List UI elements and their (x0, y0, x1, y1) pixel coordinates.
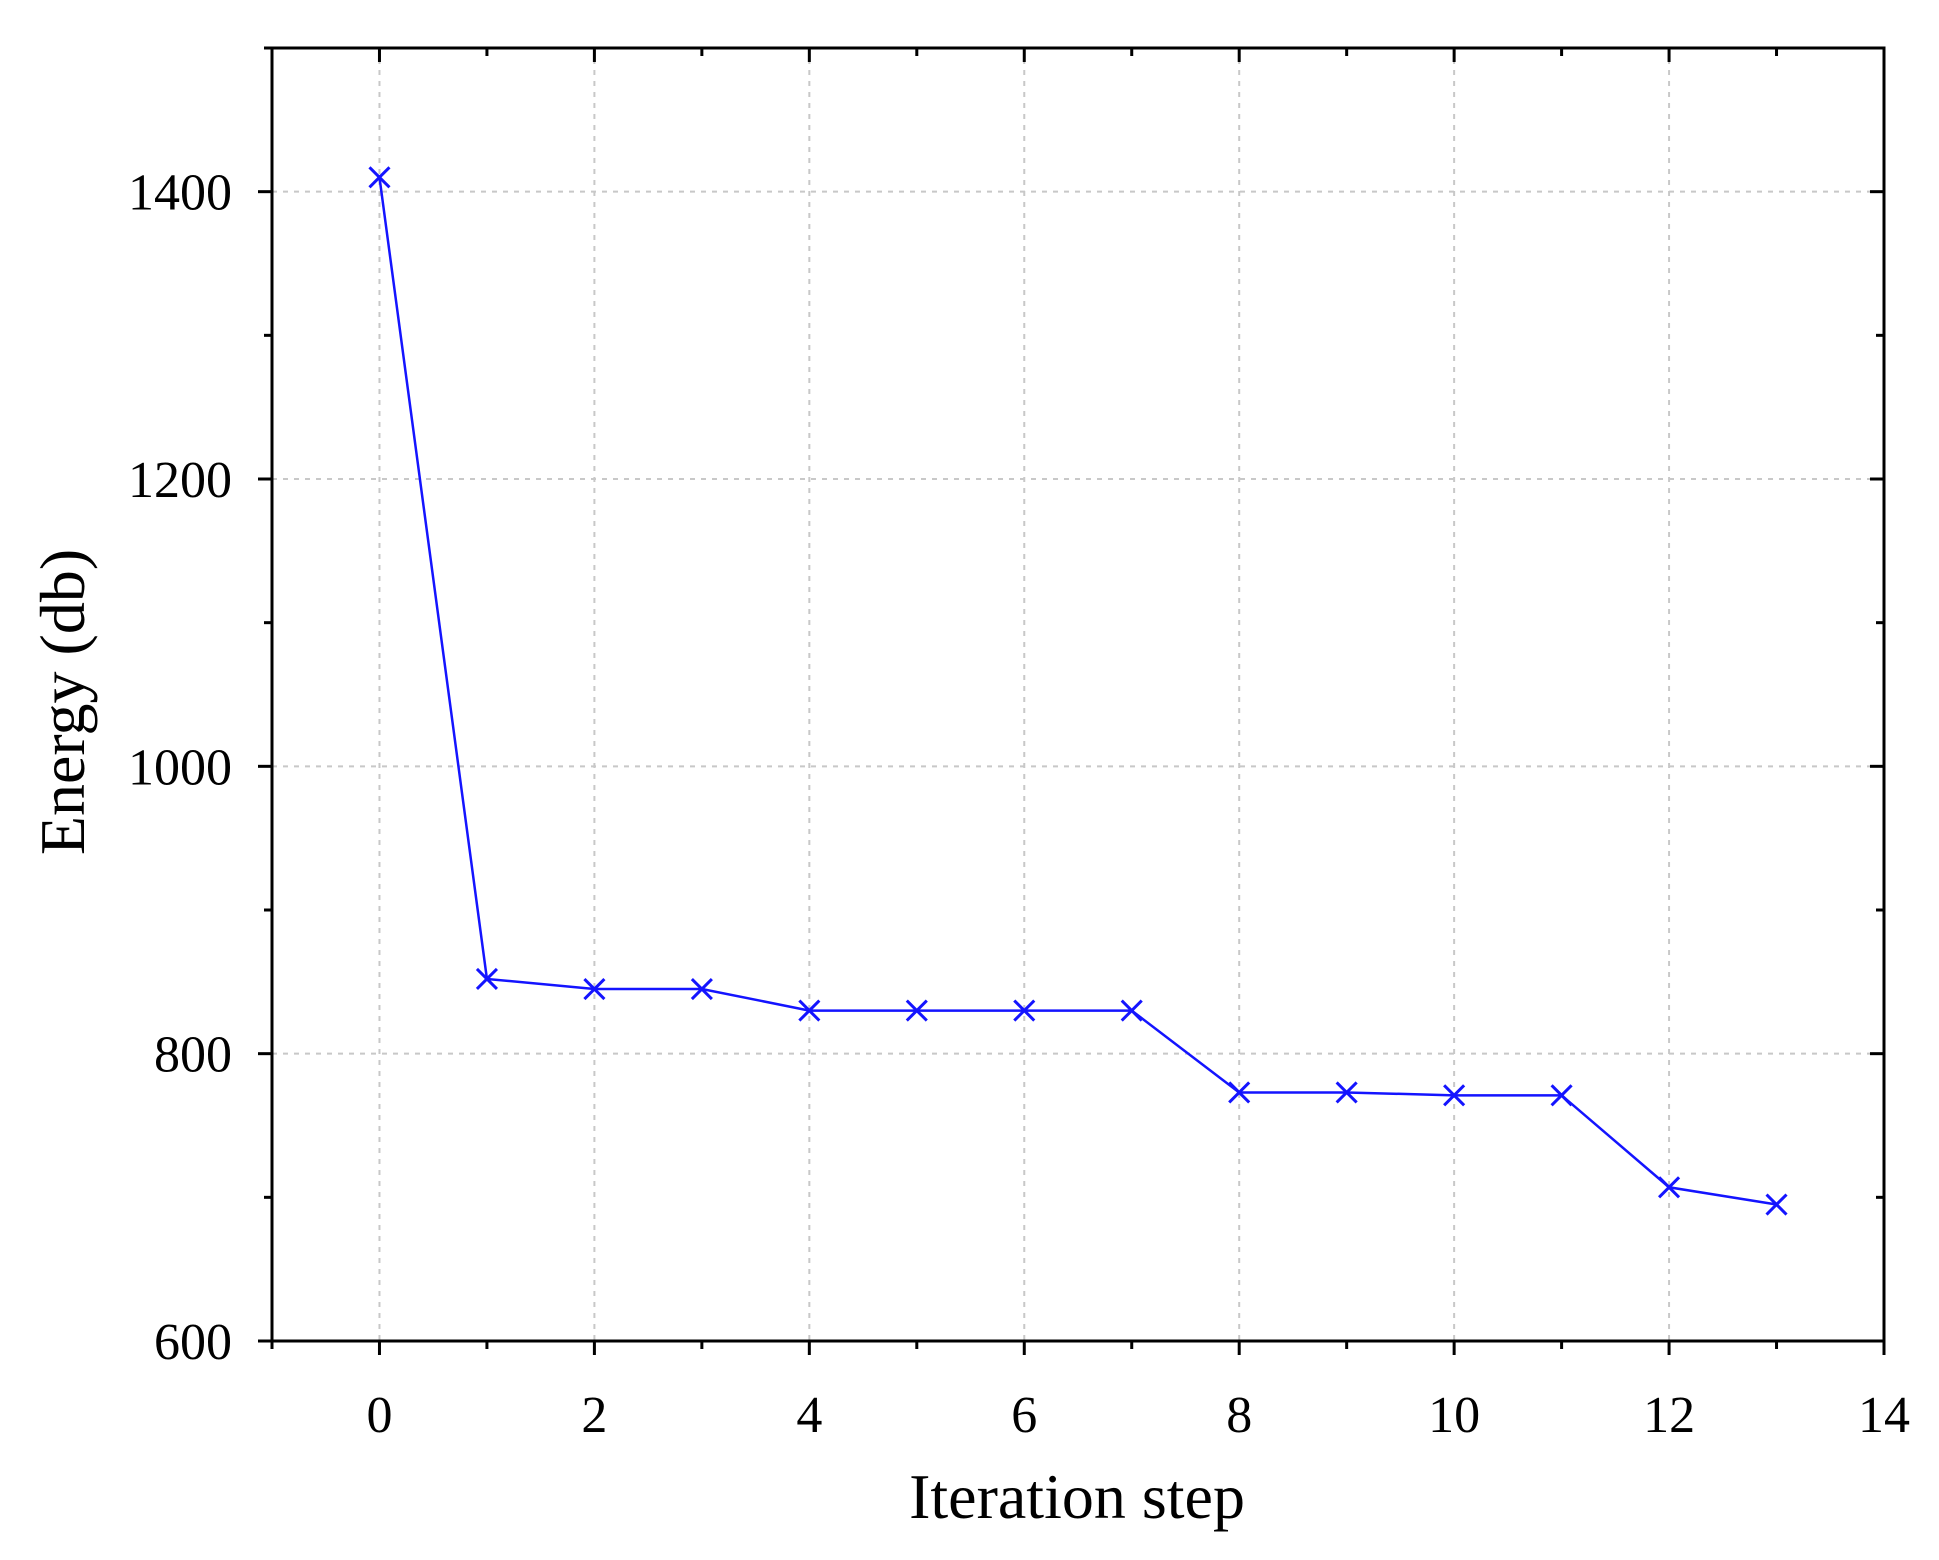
data-point-marker (1013, 999, 1036, 1022)
plot-frame (270, 46, 1886, 1343)
y-tick-label: 600 (154, 1314, 232, 1371)
x-tick-label: 0 (366, 1387, 392, 1444)
data-point-marker (1658, 1176, 1681, 1199)
data-point-marker (1120, 999, 1143, 1022)
y-tick-label: 1200 (128, 452, 232, 509)
data-point-marker (1550, 1084, 1573, 1107)
x-tick-label: 14 (1858, 1387, 1910, 1444)
axis-ticks (258, 46, 1886, 1355)
gridlines (272, 48, 1884, 1341)
data-point-marker (798, 999, 821, 1022)
data-point-marker (1228, 1081, 1251, 1104)
data-point-marker (1443, 1084, 1466, 1107)
x-tick-label: 10 (1428, 1387, 1480, 1444)
data-point-marker (583, 977, 606, 1001)
data-point-marker (475, 967, 498, 991)
y-axis-title: Energy (db) (27, 549, 98, 855)
x-axis-title: Iteration step (909, 1461, 1245, 1532)
data-point-marker (1335, 1081, 1358, 1104)
y-tick-label: 800 (154, 1027, 232, 1084)
x-tick-label: 8 (1226, 1387, 1252, 1444)
y-tick-labels: 600 800 1000 1200 1400 (128, 165, 232, 1371)
plot-border (270, 46, 1886, 1343)
data-point-marker (1765, 1193, 1788, 1216)
data-point-marker (690, 977, 713, 1001)
x-tick-label: 4 (796, 1387, 822, 1444)
x-tick-label: 12 (1643, 1387, 1695, 1444)
y-tick-label: 1000 (128, 739, 232, 796)
series (368, 166, 1788, 1216)
x-tick-labels: 0 2 4 6 8 10 12 14 (366, 1387, 1910, 1444)
data-point-marker (368, 166, 391, 189)
y-tick-label: 1400 (128, 165, 232, 222)
x-tick-label: 6 (1011, 1387, 1037, 1444)
data-point-marker (905, 999, 928, 1022)
x-tick-label: 2 (581, 1387, 607, 1444)
series-line (378, 177, 1777, 1206)
